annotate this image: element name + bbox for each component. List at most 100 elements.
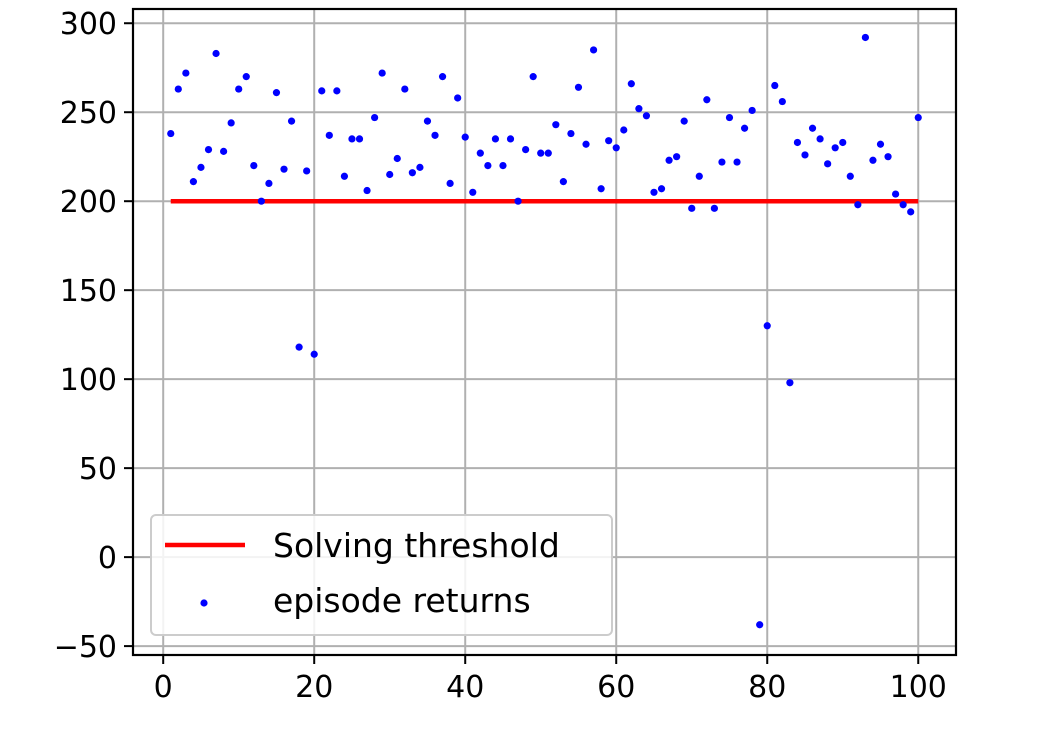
data-point — [559, 178, 567, 186]
data-point — [212, 49, 220, 58]
x-tick-label: 40 — [446, 670, 484, 705]
data-point — [348, 135, 356, 143]
data-point — [771, 81, 779, 90]
x-axis: 0 20 40 60 80 100 — [154, 655, 947, 705]
y-tick-label: 50 — [79, 452, 117, 487]
data-point — [839, 138, 847, 147]
data-point — [446, 179, 454, 188]
data-point — [657, 185, 666, 193]
data-point — [793, 138, 802, 147]
data-point — [907, 208, 915, 216]
x-tick-label: 60 — [597, 670, 635, 705]
data-point — [899, 201, 907, 209]
data-point — [620, 126, 628, 134]
data-point — [189, 178, 198, 186]
data-point — [529, 73, 537, 81]
data-point — [461, 133, 469, 141]
data-point — [469, 188, 477, 196]
data-point — [808, 124, 817, 132]
data-point — [688, 204, 696, 212]
data-point — [665, 156, 673, 164]
data-point — [733, 158, 741, 166]
data-point — [499, 162, 507, 170]
data-point — [522, 145, 530, 154]
data-point — [635, 105, 643, 113]
data-point — [250, 162, 258, 170]
data-point — [884, 153, 892, 161]
y-tick-label: 300 — [60, 7, 117, 42]
data-point — [340, 172, 349, 180]
legend-label-threshold: Solving threshold — [273, 526, 560, 565]
data-point — [303, 167, 311, 175]
data-point — [718, 158, 726, 166]
x-tick-label: 80 — [748, 670, 786, 705]
data-point — [265, 179, 273, 188]
data-point — [333, 87, 341, 95]
data-point — [363, 186, 371, 195]
data-point — [552, 121, 560, 129]
data-point — [891, 190, 900, 198]
x-tick-label: 100 — [890, 670, 947, 705]
data-point — [295, 343, 303, 351]
data-point — [642, 112, 651, 120]
data-point — [612, 144, 620, 152]
y-tick-label: 250 — [60, 96, 117, 131]
data-point — [605, 137, 613, 145]
data-point — [280, 165, 288, 173]
data-point — [287, 117, 296, 125]
data-point — [310, 350, 318, 358]
data-point — [597, 185, 605, 193]
data-point — [567, 129, 575, 138]
data-point — [454, 94, 462, 102]
data-point — [680, 117, 688, 125]
data-point — [589, 46, 598, 54]
data-point — [876, 140, 885, 148]
data-point — [514, 197, 522, 205]
data-point — [869, 156, 877, 164]
data-point — [438, 73, 447, 81]
data-point — [484, 162, 492, 170]
data-point — [914, 113, 922, 122]
data-point — [748, 106, 756, 115]
legend-point-swatch — [200, 599, 208, 607]
y-tick-label: 100 — [60, 363, 117, 398]
data-point — [174, 85, 182, 93]
data-point — [318, 87, 326, 95]
data-point — [574, 83, 583, 91]
y-tick-label: 200 — [60, 185, 117, 220]
legend-label-returns: episode returns — [273, 581, 531, 620]
data-point — [778, 97, 786, 106]
data-point — [408, 169, 416, 177]
y-axis: −50 0 50 100 150 200 250 300 — [54, 7, 133, 665]
data-point — [831, 144, 839, 152]
data-point — [167, 129, 175, 138]
data-point — [227, 119, 235, 127]
data-point — [537, 149, 545, 157]
y-tick-label: 150 — [60, 274, 117, 309]
data-point — [197, 163, 205, 171]
legend: Solving threshold episode returns — [150, 514, 613, 636]
x-tick-label: 20 — [295, 670, 333, 705]
data-point — [695, 172, 703, 180]
data-point — [544, 149, 552, 157]
y-tick-label: −50 — [54, 630, 117, 665]
data-point — [325, 131, 333, 139]
data-point — [816, 135, 824, 143]
data-point — [242, 73, 250, 81]
data-point — [355, 135, 364, 143]
data-point — [725, 113, 734, 122]
data-point — [801, 151, 809, 159]
data-point — [861, 33, 869, 42]
data-point — [824, 160, 832, 168]
data-point — [182, 69, 190, 77]
data-point — [506, 135, 515, 143]
data-point — [386, 170, 394, 179]
data-point — [846, 172, 854, 180]
data-point — [416, 163, 424, 171]
data-point — [423, 117, 432, 125]
data-point — [235, 85, 243, 93]
data-point — [786, 379, 794, 387]
plot-frame — [131, 7, 958, 657]
data-point — [854, 201, 862, 209]
